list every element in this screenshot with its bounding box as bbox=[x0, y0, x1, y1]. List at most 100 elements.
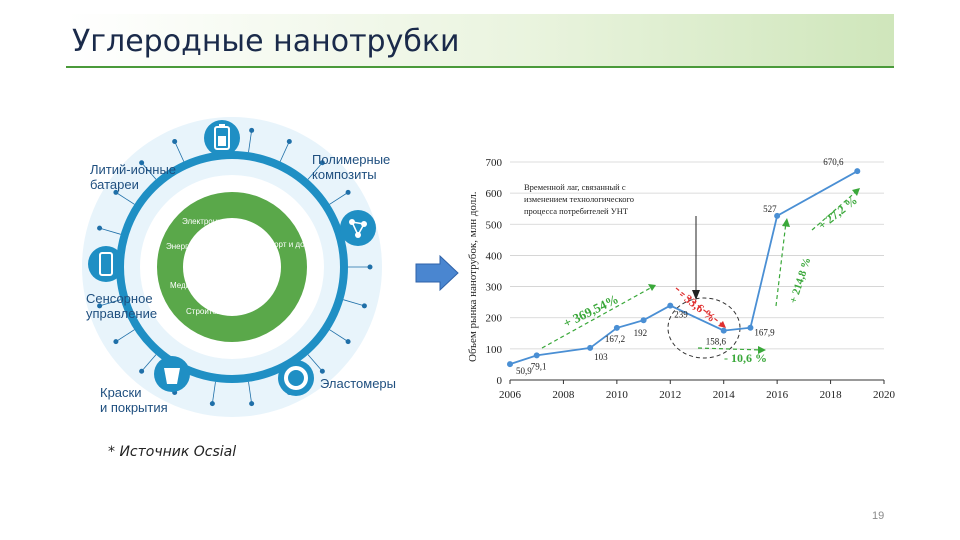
spoke-line bbox=[99, 299, 121, 307]
growth-arrow-3 bbox=[811, 189, 859, 231]
application-dot bbox=[139, 368, 145, 374]
category-touch-control: Сенсорное управление bbox=[86, 291, 157, 321]
data-point bbox=[613, 324, 620, 331]
x-tick-label: 2008 bbox=[552, 389, 575, 401]
spoke-line bbox=[211, 381, 216, 404]
battery-icon bbox=[204, 120, 240, 156]
spoke-line bbox=[99, 227, 121, 235]
data-point bbox=[854, 168, 861, 175]
data-point-labels: 50,979,1 103 167,2 192 239 158,6 167,9 527 670,6 bbox=[516, 157, 844, 376]
data-point-label: 239 bbox=[674, 310, 688, 320]
x-tick-label: 2016 bbox=[766, 389, 789, 401]
source-note: * Источник Ocsial bbox=[108, 444, 237, 460]
data-point-label: 192 bbox=[634, 328, 648, 338]
data-point-label: 527 bbox=[763, 204, 777, 214]
annotation-line-1: Временной лаг, связанный с bbox=[524, 182, 626, 192]
arrow-right-icon bbox=[415, 254, 459, 292]
category-polymer-composites: Полимерные композиты bbox=[312, 152, 394, 182]
data-point bbox=[507, 361, 513, 368]
y-tick-label: 0 bbox=[497, 375, 503, 387]
y-tick-label: 400 bbox=[486, 250, 503, 262]
spoke-line bbox=[115, 192, 135, 205]
x-tick-label: 2014 bbox=[713, 389, 736, 401]
application-dot bbox=[345, 189, 351, 195]
application-dot bbox=[97, 225, 103, 231]
center-label-energy: Энергетика bbox=[166, 242, 209, 251]
spoke-line bbox=[329, 192, 349, 205]
spoke-line bbox=[307, 354, 323, 372]
tire-icon bbox=[278, 360, 314, 396]
y-tick-label: 500 bbox=[486, 219, 503, 231]
title-bar: Углеродные нанотрубки bbox=[66, 14, 894, 68]
center-label-medicine: Медицина bbox=[170, 281, 209, 290]
infographic-ring-group bbox=[82, 117, 382, 417]
x-tick-label: 2018 bbox=[820, 389, 843, 401]
x-tick-label: 2012 bbox=[659, 389, 681, 401]
x-tick-labels: 2006 2008 2010 2012 2014 2016 2018 2020 bbox=[499, 389, 896, 401]
data-point bbox=[667, 302, 674, 309]
application-dot bbox=[319, 368, 325, 374]
center-label-construction: Строительство bbox=[186, 307, 242, 316]
application-dot bbox=[367, 264, 373, 270]
spoke-line bbox=[329, 329, 349, 342]
application-dot bbox=[286, 138, 292, 144]
application-dot bbox=[249, 127, 255, 133]
y-tick-label: 100 bbox=[486, 344, 503, 356]
category-elastomers: Эластомеры bbox=[320, 376, 396, 391]
spoke-line bbox=[141, 354, 157, 372]
application-dot bbox=[97, 303, 103, 309]
application-dot bbox=[249, 401, 255, 407]
inner-ring bbox=[157, 192, 307, 342]
data-points bbox=[507, 168, 861, 368]
data-point-label: 79,1 bbox=[531, 361, 547, 371]
center-label-sport: Спорт и досуг bbox=[264, 240, 316, 249]
spoke-line bbox=[248, 381, 253, 404]
slide-title: Углеродные нанотрубки bbox=[72, 24, 460, 59]
spoke-line bbox=[307, 162, 323, 180]
svg-text:Временной лаг, связанный с: Временной лаг, связанный с изменением те… bbox=[524, 182, 636, 216]
growth-label-5: + 27,2 % bbox=[815, 193, 860, 232]
decline-arrow-2 bbox=[697, 347, 763, 351]
spoke-line bbox=[115, 329, 135, 342]
chart-grid bbox=[509, 161, 885, 384]
application-dot bbox=[209, 401, 215, 407]
x-tick-label: 2010 bbox=[606, 389, 629, 401]
data-point-label: 167,2 bbox=[605, 334, 625, 344]
growth-label-4: + 214,8 % bbox=[787, 256, 813, 305]
application-dot bbox=[172, 138, 178, 144]
growth-arrow-2 bbox=[775, 221, 787, 307]
data-point-label: 167,9 bbox=[754, 328, 775, 338]
spoke-line bbox=[141, 162, 157, 180]
paint-bucket-icon bbox=[154, 356, 190, 392]
application-dot bbox=[113, 339, 119, 345]
application-dot bbox=[345, 339, 351, 345]
data-point bbox=[640, 317, 647, 324]
y-tick-label: 300 bbox=[486, 282, 503, 294]
data-point bbox=[720, 327, 727, 334]
data-point-label: 158,6 bbox=[706, 337, 727, 347]
annotation-line-2: изменением технологического bbox=[524, 194, 634, 204]
y-tick-labels: 0 100 200 300 400 500 600 700 bbox=[486, 157, 503, 387]
spoke-line bbox=[248, 130, 253, 153]
data-point bbox=[533, 352, 540, 359]
applications-infographic: Электроника Энергетика Медицина Строител… bbox=[82, 117, 396, 417]
spoke-line bbox=[343, 299, 365, 307]
data-point-label: 50,9 bbox=[516, 366, 532, 376]
spoke-line bbox=[279, 141, 290, 162]
decline-arrow-1 bbox=[675, 287, 725, 327]
smartphone-icon bbox=[88, 246, 124, 282]
y-tick-label: 600 bbox=[486, 188, 503, 200]
application-dot bbox=[319, 160, 325, 166]
application-dot bbox=[139, 160, 145, 166]
spoke-line bbox=[174, 141, 185, 162]
application-dot bbox=[361, 303, 367, 309]
y-axis-label: Объем рынка нанотрубок, млн долл. bbox=[467, 191, 479, 362]
data-point-label: 103 bbox=[594, 352, 608, 362]
application-dot bbox=[113, 189, 119, 195]
data-point bbox=[774, 212, 781, 219]
x-tick-label: 2020 bbox=[873, 389, 896, 401]
x-tick-label: 2006 bbox=[499, 389, 522, 401]
center-hole bbox=[194, 229, 270, 305]
lag-annotation: Временной лаг, связанный с изменением те… bbox=[524, 182, 700, 300]
